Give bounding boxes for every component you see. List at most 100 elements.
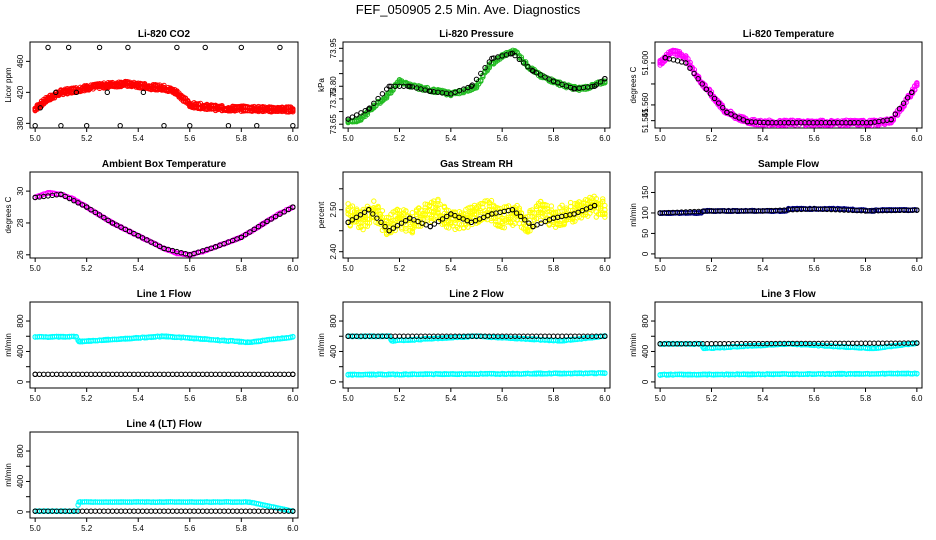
data-point bbox=[272, 213, 279, 220]
x-tick-label: 5.8 bbox=[860, 394, 872, 403]
data-point bbox=[32, 371, 38, 378]
data-point bbox=[251, 371, 257, 378]
data-point bbox=[530, 68, 536, 74]
x-tick-label: 5.2 bbox=[394, 264, 406, 273]
y-tick-label: 0 bbox=[16, 379, 25, 384]
data-point bbox=[345, 211, 351, 217]
data-point bbox=[230, 371, 236, 378]
data-point bbox=[875, 340, 882, 346]
x-tick-label: 5.0 bbox=[30, 134, 42, 143]
data-point bbox=[407, 83, 413, 89]
data-point bbox=[264, 106, 270, 113]
data-point bbox=[896, 106, 903, 112]
data-point bbox=[238, 105, 245, 112]
data-point bbox=[383, 86, 390, 92]
data-point bbox=[691, 70, 697, 77]
data-point bbox=[37, 105, 44, 111]
x-tick-label: 5.0 bbox=[655, 394, 667, 403]
data-point bbox=[73, 89, 80, 96]
data-point bbox=[225, 105, 232, 112]
data-point bbox=[426, 203, 433, 210]
data-point bbox=[246, 339, 252, 346]
series-reference bbox=[32, 191, 296, 258]
data-point bbox=[600, 198, 606, 205]
data-point bbox=[478, 78, 484, 84]
data-point bbox=[904, 95, 911, 101]
series-main bbox=[32, 333, 296, 346]
points-layer bbox=[32, 189, 296, 258]
data-point bbox=[435, 207, 441, 213]
x-tick-label: 5.2 bbox=[81, 394, 93, 403]
data-point bbox=[914, 370, 920, 377]
data-point bbox=[79, 371, 86, 378]
data-point bbox=[131, 371, 137, 378]
y-axis-label: degrees C bbox=[629, 66, 638, 103]
data-point bbox=[255, 223, 262, 230]
y-tick-label: 0 bbox=[16, 509, 25, 514]
y-tick-label: 800 bbox=[641, 314, 650, 328]
y-tick-label: 380 bbox=[16, 116, 25, 130]
data-point bbox=[473, 211, 480, 217]
data-point bbox=[427, 88, 433, 95]
x-tick-label: 5.8 bbox=[548, 264, 560, 273]
data-point bbox=[122, 81, 129, 87]
data-point bbox=[148, 239, 154, 245]
data-point bbox=[114, 371, 120, 378]
data-point bbox=[290, 109, 296, 115]
x-tick-label: 5.0 bbox=[655, 264, 667, 273]
data-point bbox=[392, 333, 398, 339]
data-point bbox=[914, 81, 920, 87]
data-point bbox=[403, 225, 409, 232]
data-point bbox=[760, 208, 766, 214]
data-point bbox=[600, 196, 606, 202]
x-tick-label: 5.4 bbox=[757, 264, 769, 273]
panel-title: Li-820 Temperature bbox=[743, 29, 835, 40]
data-point bbox=[277, 371, 283, 378]
y-tick-label: 51.545 bbox=[641, 108, 650, 133]
data-point bbox=[212, 105, 219, 111]
data-point bbox=[379, 91, 386, 97]
data-point bbox=[530, 223, 536, 230]
data-point bbox=[602, 207, 608, 213]
data-point bbox=[238, 371, 245, 378]
x-tick-label: 5.6 bbox=[184, 264, 196, 273]
data-point bbox=[542, 74, 548, 80]
data-point bbox=[148, 371, 154, 378]
data-point bbox=[131, 230, 137, 237]
data-point bbox=[602, 210, 608, 217]
data-point bbox=[516, 56, 522, 62]
series-reference bbox=[345, 202, 598, 234]
data-point bbox=[914, 207, 920, 213]
data-point bbox=[195, 371, 202, 378]
data-point bbox=[118, 224, 124, 230]
data-point bbox=[174, 371, 180, 378]
data-point bbox=[290, 371, 296, 378]
data-point bbox=[912, 207, 918, 213]
data-point bbox=[53, 89, 59, 96]
data-point bbox=[62, 371, 68, 378]
x-tick-label: 5.6 bbox=[184, 134, 196, 143]
data-point bbox=[96, 44, 103, 51]
x-tick-label: 5.2 bbox=[394, 134, 406, 143]
data-point bbox=[199, 103, 206, 110]
figure-title: FEF_050905 2.5 Min. Ave. Diagnostics bbox=[355, 2, 581, 17]
data-point bbox=[386, 83, 392, 89]
data-point bbox=[525, 63, 531, 70]
x-tick-label: 6.0 bbox=[911, 264, 923, 273]
y-tick-label: 50 bbox=[641, 228, 650, 237]
data-point bbox=[126, 228, 133, 235]
data-point bbox=[32, 194, 38, 201]
x-tick-label: 5.4 bbox=[133, 264, 145, 273]
data-point bbox=[509, 50, 516, 57]
data-point bbox=[32, 105, 38, 112]
data-point bbox=[174, 89, 180, 96]
data-point bbox=[45, 371, 51, 378]
data-point bbox=[148, 84, 154, 90]
data-point bbox=[45, 44, 51, 51]
data-point bbox=[187, 122, 193, 128]
data-point bbox=[182, 371, 189, 378]
y-axis-label: ml/min bbox=[4, 463, 13, 487]
points-layer bbox=[657, 47, 920, 128]
y-tick-label: 150 bbox=[641, 185, 650, 199]
